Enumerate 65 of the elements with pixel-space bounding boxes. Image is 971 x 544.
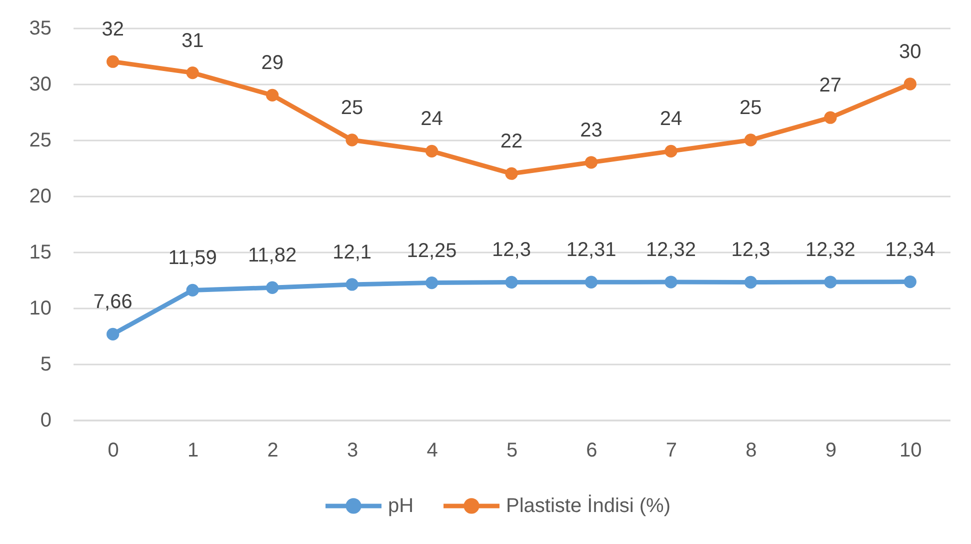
x-tick-label: 10 <box>900 440 922 462</box>
legend-label: pH <box>388 494 414 517</box>
x-tick-label: 4 <box>426 440 438 462</box>
x-tick-label: 9 <box>825 440 836 462</box>
point <box>744 134 758 146</box>
point <box>106 55 120 68</box>
point <box>425 144 438 158</box>
y-tick-label: 30 <box>29 74 52 96</box>
x-tick-label: 5 <box>506 440 518 462</box>
y-tick-label: 5 <box>40 354 52 376</box>
x-tick-label: 1 <box>188 440 199 462</box>
point <box>584 156 598 169</box>
x-tick-label: 6 <box>586 440 598 462</box>
y-tick-label: 35 <box>29 18 52 40</box>
y-tick-label: 20 <box>29 186 52 208</box>
point <box>744 276 758 289</box>
data-label: 22 <box>500 130 523 153</box>
point <box>186 284 199 297</box>
data-label: 12,31 <box>566 239 616 262</box>
data-label: 7,66 <box>93 291 132 314</box>
point <box>266 281 279 294</box>
x-tick-label: 0 <box>108 440 119 462</box>
data-label: 12,3 <box>492 239 531 262</box>
data-label: 31 <box>181 30 204 52</box>
data-label: 11,59 <box>168 247 217 270</box>
point <box>904 78 916 90</box>
data-label: 11,82 <box>248 244 297 267</box>
point <box>664 144 678 158</box>
x-tick-label: 8 <box>746 440 757 462</box>
data-label: 27 <box>819 74 842 97</box>
data-label: 25 <box>740 97 762 119</box>
data-label: 12,3 <box>731 239 770 262</box>
point <box>106 328 120 341</box>
point <box>824 111 837 124</box>
point <box>425 276 438 290</box>
point <box>505 167 518 180</box>
x-tick-label: 2 <box>267 440 278 462</box>
x-tick-label: 7 <box>666 440 678 462</box>
y-tick-label: 0 <box>40 410 52 432</box>
point <box>664 276 678 288</box>
point <box>824 276 837 288</box>
data-label: 23 <box>580 119 602 142</box>
data-label: 12,34 <box>885 238 936 261</box>
y-tick-label: 10 <box>29 298 52 320</box>
point <box>584 276 598 288</box>
point <box>346 134 358 146</box>
point <box>346 278 358 291</box>
data-label: 12,32 <box>646 239 696 262</box>
data-label: 30 <box>899 41 922 63</box>
data-label: 24 <box>420 108 443 130</box>
y-tick-label: 25 <box>29 130 52 152</box>
point <box>904 275 916 288</box>
y-tick-label: 15 <box>29 242 52 264</box>
data-label: 12,32 <box>805 239 856 262</box>
legend-label: Plastiste İndisi (%) <box>506 494 670 517</box>
data-label: 12,1 <box>332 241 372 264</box>
data-label: 32 <box>102 18 124 41</box>
x-tick-label: 3 <box>346 440 358 462</box>
data-label: 24 <box>660 108 682 130</box>
data-label: 25 <box>340 97 364 119</box>
data-label: 12,25 <box>406 240 457 262</box>
point <box>186 66 199 80</box>
point <box>266 88 279 102</box>
data-label: 29 <box>261 52 284 74</box>
point <box>505 276 518 289</box>
